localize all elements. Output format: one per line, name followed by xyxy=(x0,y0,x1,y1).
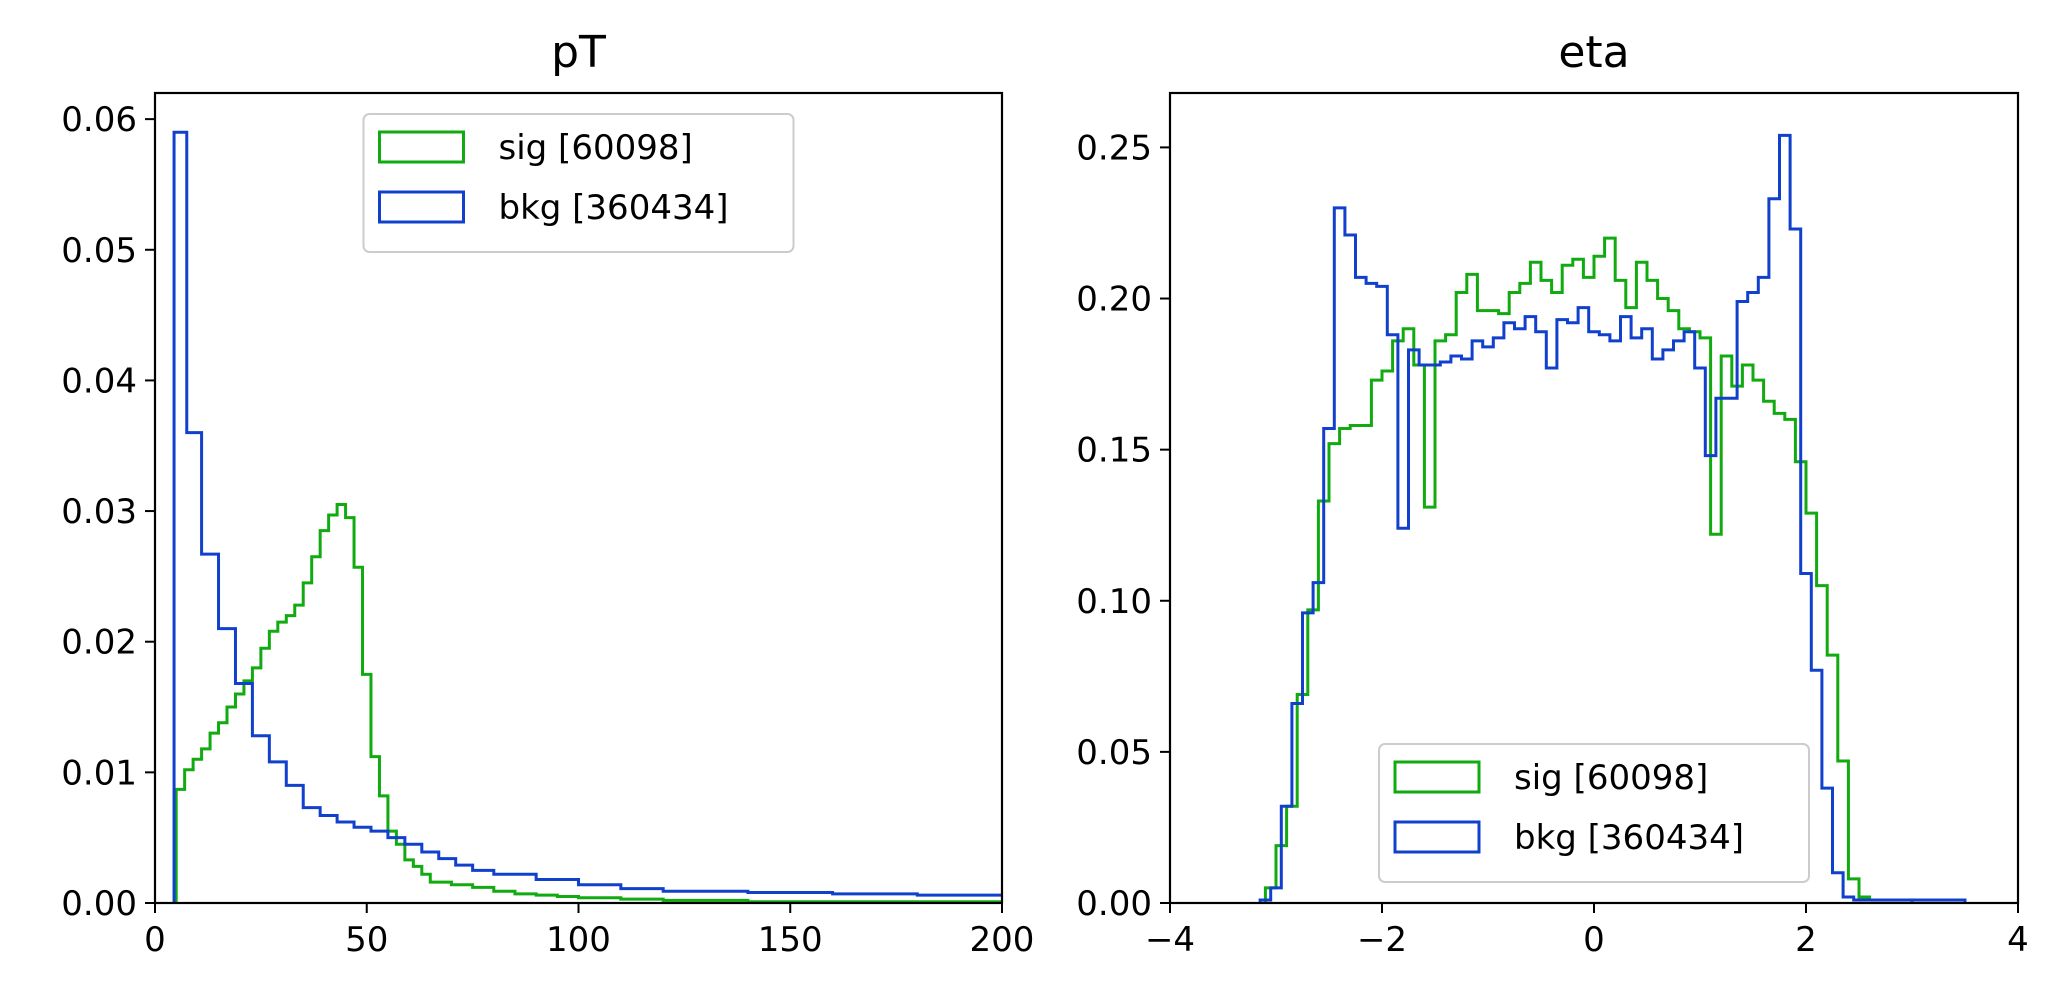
y-tick-label: 0.00 xyxy=(61,884,137,924)
series-line-sig xyxy=(174,503,1002,903)
y-tick-label: 0.10 xyxy=(1076,582,1152,622)
legend: sig [60098] bkg [360434] xyxy=(362,113,795,253)
plot-area xyxy=(172,130,1002,903)
x-tick-label: −4 xyxy=(1145,920,1195,960)
legend-label-sig: sig [60098] xyxy=(1514,758,1708,798)
x-tick-label: 50 xyxy=(345,920,388,960)
x-tick-label: 2 xyxy=(1795,920,1817,960)
legend: sig [60098] bkg [360434] xyxy=(1378,743,1810,883)
y-tick-label: 0.25 xyxy=(1076,128,1152,168)
panel-0: pT 0 50 100 150 200 0.00 0.01 0.02 0.03 0.04 0.05 0.… xyxy=(61,27,1034,960)
y-tick-label: 0.03 xyxy=(61,492,137,532)
y-tick-label: 0.05 xyxy=(61,231,137,271)
legend-box xyxy=(1378,743,1810,883)
series-line-sig xyxy=(1263,236,1914,903)
x-tick-label: 200 xyxy=(970,920,1035,960)
y-tick-label: 0.01 xyxy=(61,753,137,793)
x-tick-label: 100 xyxy=(546,920,611,960)
y-tick-label: 0.05 xyxy=(1076,733,1152,773)
legend-label-bkg: bkg [360434] xyxy=(499,188,729,228)
legend-box xyxy=(362,113,795,253)
legend-label-sig: sig [60098] xyxy=(499,128,693,168)
legend-swatch-sig xyxy=(1393,760,1481,794)
chart-title: pT xyxy=(551,27,606,78)
chart-title: eta xyxy=(1558,27,1629,78)
x-tick-label: 0 xyxy=(144,920,166,960)
legend-swatch-sig xyxy=(378,130,465,164)
y-tick-label: 0.20 xyxy=(1076,280,1152,320)
legend-label-bkg: bkg [360434] xyxy=(1514,818,1744,858)
x-tick-label: 150 xyxy=(758,920,823,960)
panel-1: eta −4 −2 0 2 4 0.00 0.05 0.10 0.15 0.20 0.25 sig [6… xyxy=(1076,27,2029,960)
series-line-bkg xyxy=(172,130,1002,903)
y-tick-label: 0.06 xyxy=(61,100,137,140)
x-tick-label: 0 xyxy=(1583,920,1605,960)
legend-swatch-bkg xyxy=(1393,820,1481,854)
plot-area xyxy=(1258,133,1967,903)
y-tick-label: 0.02 xyxy=(61,623,137,663)
y-tick-label: 0.15 xyxy=(1076,431,1152,471)
y-tick-label: 0.04 xyxy=(61,361,137,401)
legend-swatch-bkg xyxy=(378,190,465,224)
x-tick-label: 4 xyxy=(2007,920,2029,960)
series-line-bkg xyxy=(1258,133,1967,903)
x-tick-label: −2 xyxy=(1357,920,1407,960)
y-tick-label: 0.00 xyxy=(1076,884,1152,924)
